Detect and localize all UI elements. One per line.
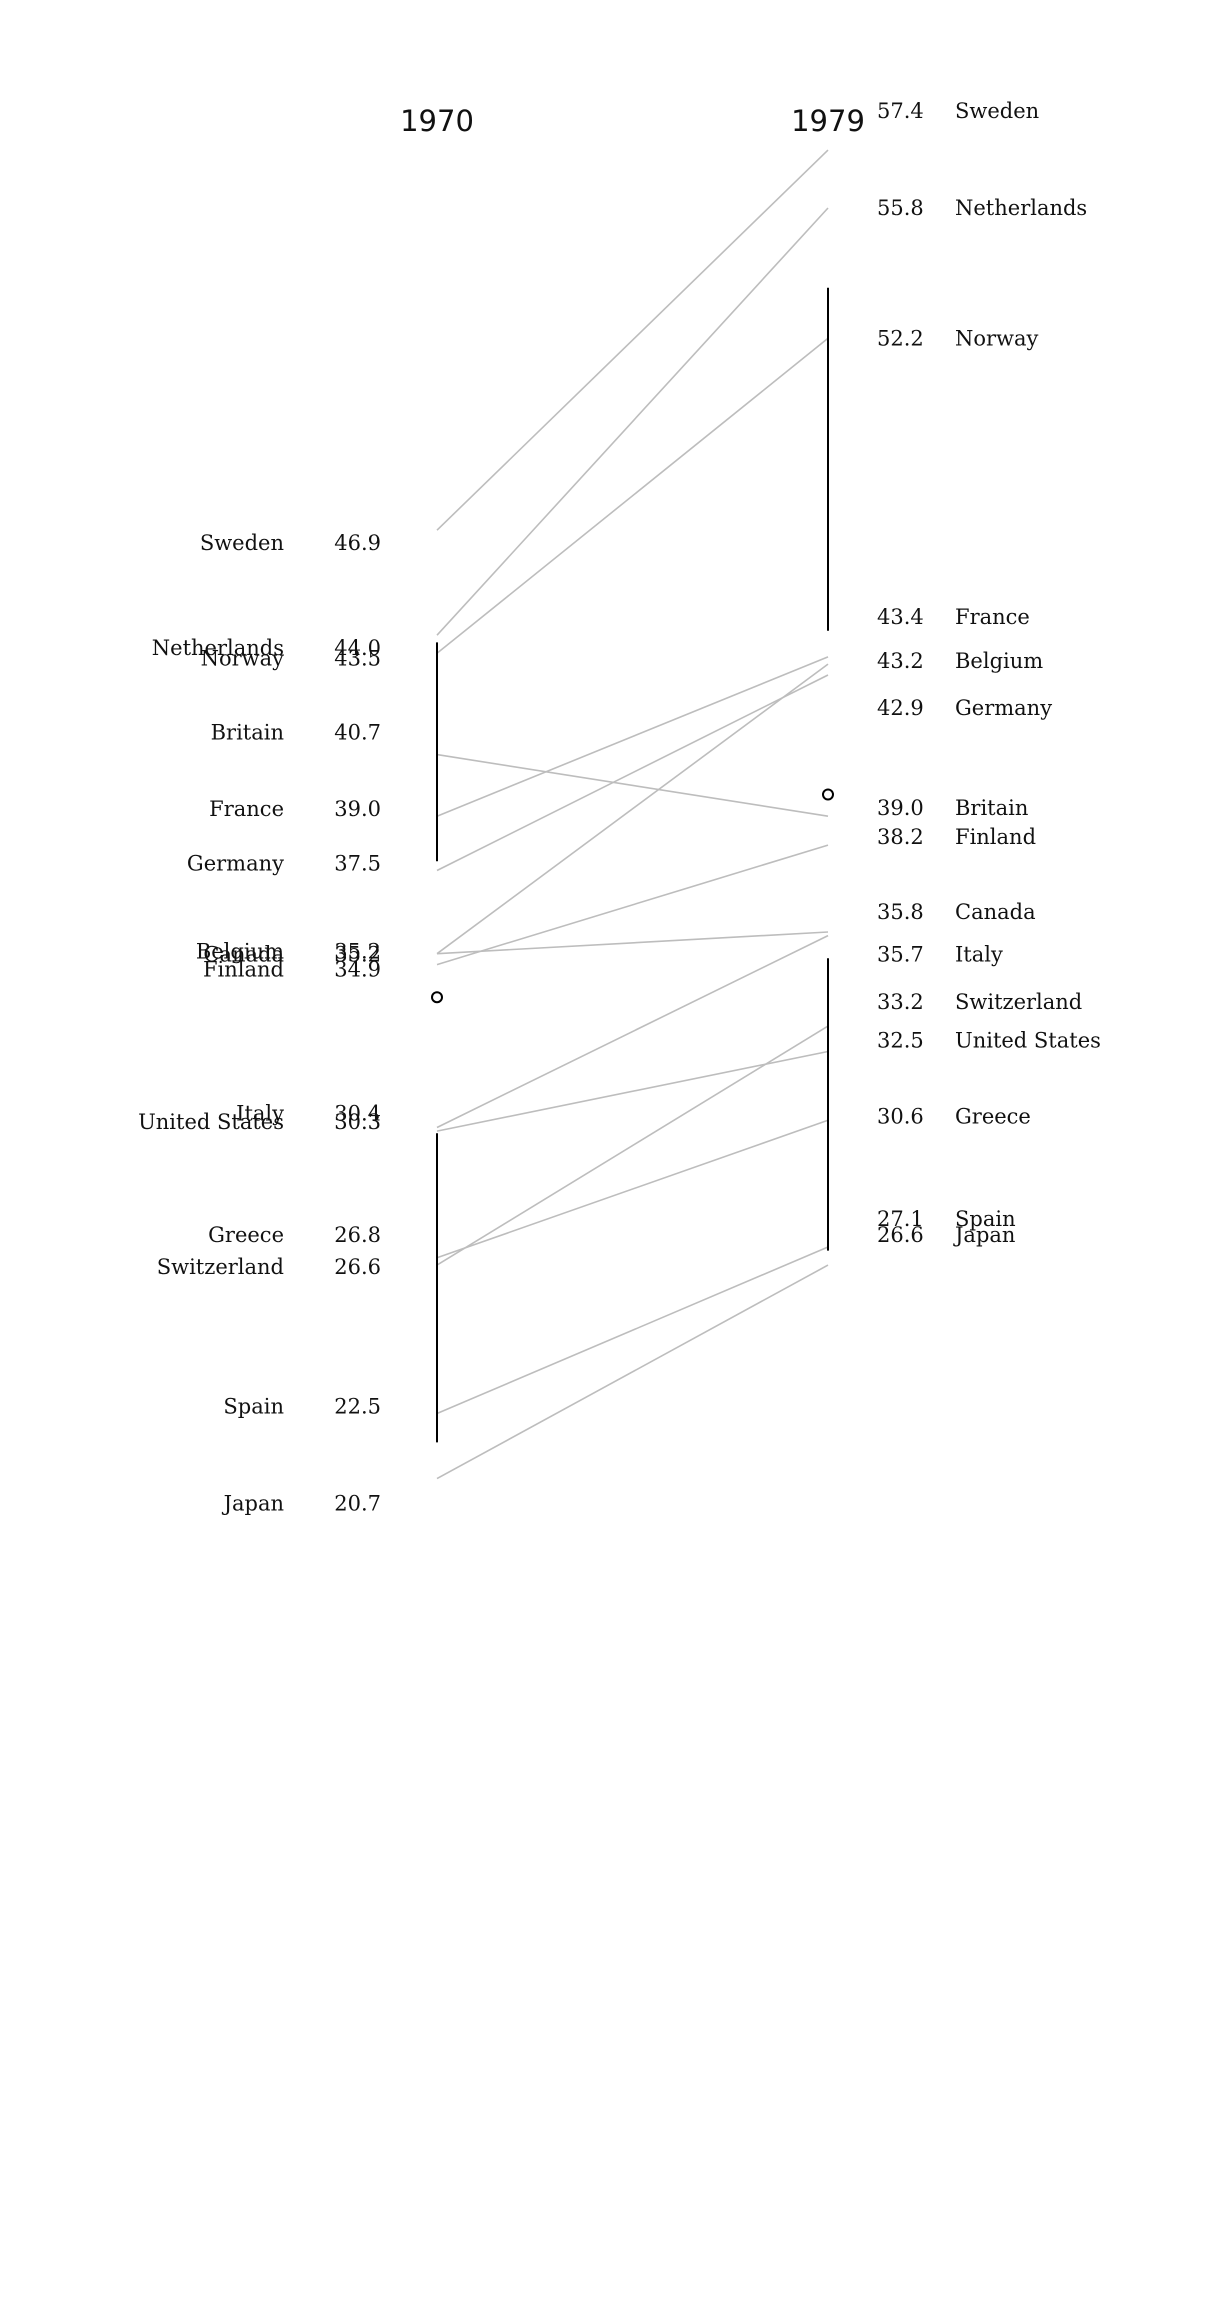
label-1970-japan: Japan bbox=[222, 1492, 284, 1516]
slope-line-germany bbox=[436, 674, 829, 872]
value-1979-sweden: 57.4 bbox=[877, 99, 924, 123]
label-1970-germany: Germany bbox=[187, 852, 284, 876]
slope-line-netherlands bbox=[436, 207, 829, 636]
range-bars bbox=[431, 287, 834, 1443]
label-1970-canada: Canada bbox=[203, 943, 284, 967]
label-1979-britain: Britain bbox=[955, 796, 1028, 820]
value-1970-france: 39.0 bbox=[334, 797, 381, 821]
value-1970-united-states: 30.3 bbox=[334, 1110, 381, 1134]
value-1979-netherlands: 55.8 bbox=[877, 196, 924, 220]
label-1970-sweden: Sweden bbox=[200, 531, 284, 555]
label-1979-canada: Canada bbox=[955, 900, 1036, 924]
value-1979-japan: 26.6 bbox=[877, 1223, 924, 1247]
value-1970-finland: 34.9 bbox=[334, 958, 381, 982]
value-1970-belgium: 35.2 bbox=[334, 940, 381, 964]
median-marker-1970 bbox=[431, 991, 443, 1004]
labels-1979: 57.4 Sweden 55.8 Netherlands 52.2 Norway 39.0 B… bbox=[877, 99, 1101, 1247]
slope-line-greece bbox=[436, 1119, 829, 1259]
label-1970-france: France bbox=[209, 797, 284, 821]
value-1979-britain: 39.0 bbox=[877, 796, 924, 820]
value-1979-canada: 35.8 bbox=[877, 900, 924, 924]
value-1970-netherlands: 44.0 bbox=[334, 636, 381, 660]
value-1970-britain: 40.7 bbox=[334, 721, 381, 745]
slope-line-france bbox=[436, 656, 829, 817]
label-1979-spain: Spain bbox=[955, 1207, 1016, 1231]
slope-line-britain bbox=[436, 753, 829, 817]
label-1979-france: France bbox=[955, 605, 1030, 629]
label-1970-switzerland: Switzerland bbox=[157, 1255, 284, 1279]
slope-line-belgium bbox=[436, 663, 829, 955]
value-1970-italy: 30.4 bbox=[334, 1102, 381, 1126]
label-1979-germany: Germany bbox=[955, 696, 1052, 720]
label-1970-italy: Italy bbox=[236, 1102, 284, 1126]
value-1970-norway: 43.5 bbox=[334, 646, 381, 670]
label-1970-netherlands: Netherlands bbox=[152, 636, 284, 660]
label-1979-sweden: Sweden bbox=[955, 99, 1039, 123]
slope-line-japan bbox=[436, 1264, 829, 1480]
value-1979-norway: 52.2 bbox=[877, 326, 924, 350]
column-header-right: 1979 bbox=[791, 104, 865, 138]
label-1979-finland: Finland bbox=[955, 825, 1036, 849]
label-1979-greece: Greece bbox=[955, 1104, 1031, 1128]
slope-line-finland bbox=[436, 844, 829, 966]
label-1979-united-states: United States bbox=[955, 1029, 1101, 1053]
slope-line-spain bbox=[436, 1246, 829, 1415]
label-1970-britain: Britain bbox=[211, 721, 284, 745]
label-1979-switzerland: Switzerland bbox=[955, 990, 1082, 1014]
value-1979-germany: 42.9 bbox=[877, 696, 924, 720]
value-1970-japan: 20.7 bbox=[334, 1492, 381, 1516]
value-1970-canada: 35.2 bbox=[334, 943, 381, 967]
value-1979-france: 43.4 bbox=[877, 605, 924, 629]
label-1979-netherlands: Netherlands bbox=[955, 196, 1087, 220]
value-1970-sweden: 46.9 bbox=[334, 531, 381, 555]
slope-line-switzerland bbox=[436, 1025, 829, 1266]
value-1979-greece: 30.6 bbox=[877, 1104, 924, 1128]
value-1979-spain: 27.1 bbox=[877, 1207, 924, 1231]
column-header-left: 1970 bbox=[400, 104, 474, 138]
slope-line-canada bbox=[436, 931, 829, 955]
label-1979-norway: Norway bbox=[955, 326, 1039, 350]
label-1970-spain: Spain bbox=[223, 1395, 284, 1419]
label-1979-japan: Japan bbox=[953, 1223, 1015, 1247]
label-1970-belgium: Belgium bbox=[196, 940, 284, 964]
label-1970-finland: Finland bbox=[203, 958, 284, 982]
label-1979-belgium: Belgium bbox=[955, 649, 1043, 673]
median-marker-1979 bbox=[822, 788, 834, 801]
label-1979-italy: Italy bbox=[955, 943, 1003, 967]
value-1979-belgium: 43.2 bbox=[877, 649, 924, 673]
slope-line-norway bbox=[436, 337, 829, 654]
value-1979-italy: 35.7 bbox=[877, 943, 924, 967]
label-1970-greece: Greece bbox=[208, 1223, 284, 1247]
slope-lines bbox=[436, 149, 829, 1480]
value-1970-germany: 37.5 bbox=[334, 852, 381, 876]
value-1970-spain: 22.5 bbox=[334, 1395, 381, 1419]
labels-1970: Sweden 46.9 Netherlands 44.0 Norway 43.5 Brita… bbox=[138, 531, 381, 1515]
label-1970-united-states: United States bbox=[138, 1110, 284, 1134]
label-1970-norway: Norway bbox=[201, 646, 285, 670]
value-1970-greece: 26.8 bbox=[334, 1223, 381, 1247]
value-1979-switzerland: 33.2 bbox=[877, 990, 924, 1014]
value-1979-united-states: 32.5 bbox=[877, 1029, 924, 1053]
slope-line-sweden bbox=[436, 149, 829, 531]
value-1970-switzerland: 26.6 bbox=[334, 1255, 381, 1279]
slope-line-united-states bbox=[436, 1050, 829, 1132]
slope-line-italy bbox=[436, 934, 829, 1129]
value-1979-finland: 38.2 bbox=[877, 825, 924, 849]
